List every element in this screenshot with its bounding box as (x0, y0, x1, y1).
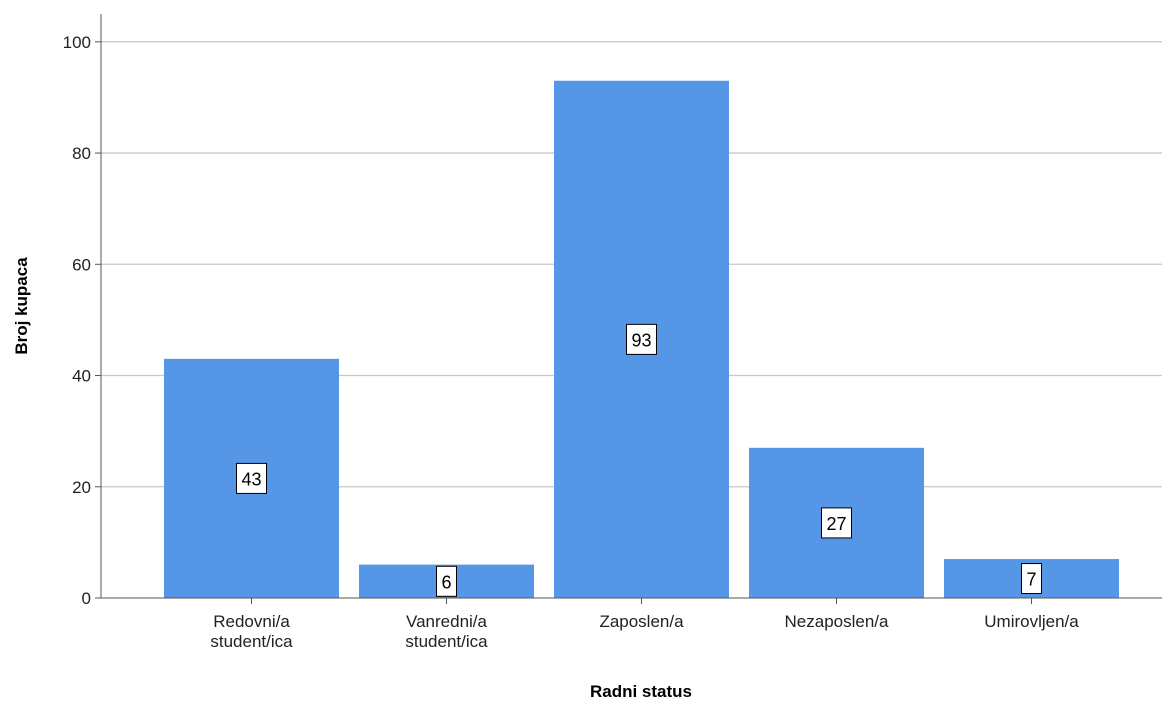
x-axis-title: Radni status (590, 682, 692, 701)
x-category-line-0-0: Redovni/a (213, 612, 290, 631)
y-tick-label-2: 40 (72, 367, 91, 386)
x-category-label-1: Vanredni/a student/ica (405, 612, 488, 651)
data-label-text-3: 27 (826, 514, 846, 534)
data-label-0: 43 (237, 463, 267, 493)
x-category-label-0: Redovni/a student/ica (210, 612, 293, 651)
y-axis-title: Broj kupaca (12, 257, 31, 355)
data-label-text-1: 6 (441, 572, 451, 592)
data-label-text-2: 93 (631, 330, 651, 350)
x-category-line-4-0: Umirovljen/a (984, 612, 1079, 631)
data-label-text-4: 7 (1026, 570, 1036, 590)
y-tick-label-0: 0 (82, 589, 91, 608)
y-tick-label-3: 60 (72, 255, 91, 274)
data-label-text-0: 43 (241, 469, 261, 489)
x-category-line-3-0: Nezaposlen/a (785, 612, 890, 631)
y-tick-label-5: 100 (63, 33, 91, 52)
y-tick-label-4: 80 (72, 144, 91, 163)
x-category-label-3: Nezaposlen/a (785, 612, 890, 631)
x-category-label-2: Zaposlen/a (599, 612, 684, 631)
data-label-3: 27 (822, 508, 852, 538)
y-tick-labels: 0 20 40 60 80 100 (63, 33, 101, 608)
x-category-label-4: Umirovljen/a (984, 612, 1079, 631)
data-label-1: 6 (437, 566, 457, 596)
y-tick-label-1: 20 (72, 478, 91, 497)
x-category-line-0-1: student/ica (210, 632, 293, 651)
data-label-2: 93 (627, 324, 657, 354)
x-category-line-1-1: student/ica (405, 632, 488, 651)
x-category-line-1-0: Vanredni/a (406, 612, 488, 631)
x-category-line-2-0: Zaposlen/a (599, 612, 684, 631)
data-label-4: 7 (1022, 564, 1042, 594)
